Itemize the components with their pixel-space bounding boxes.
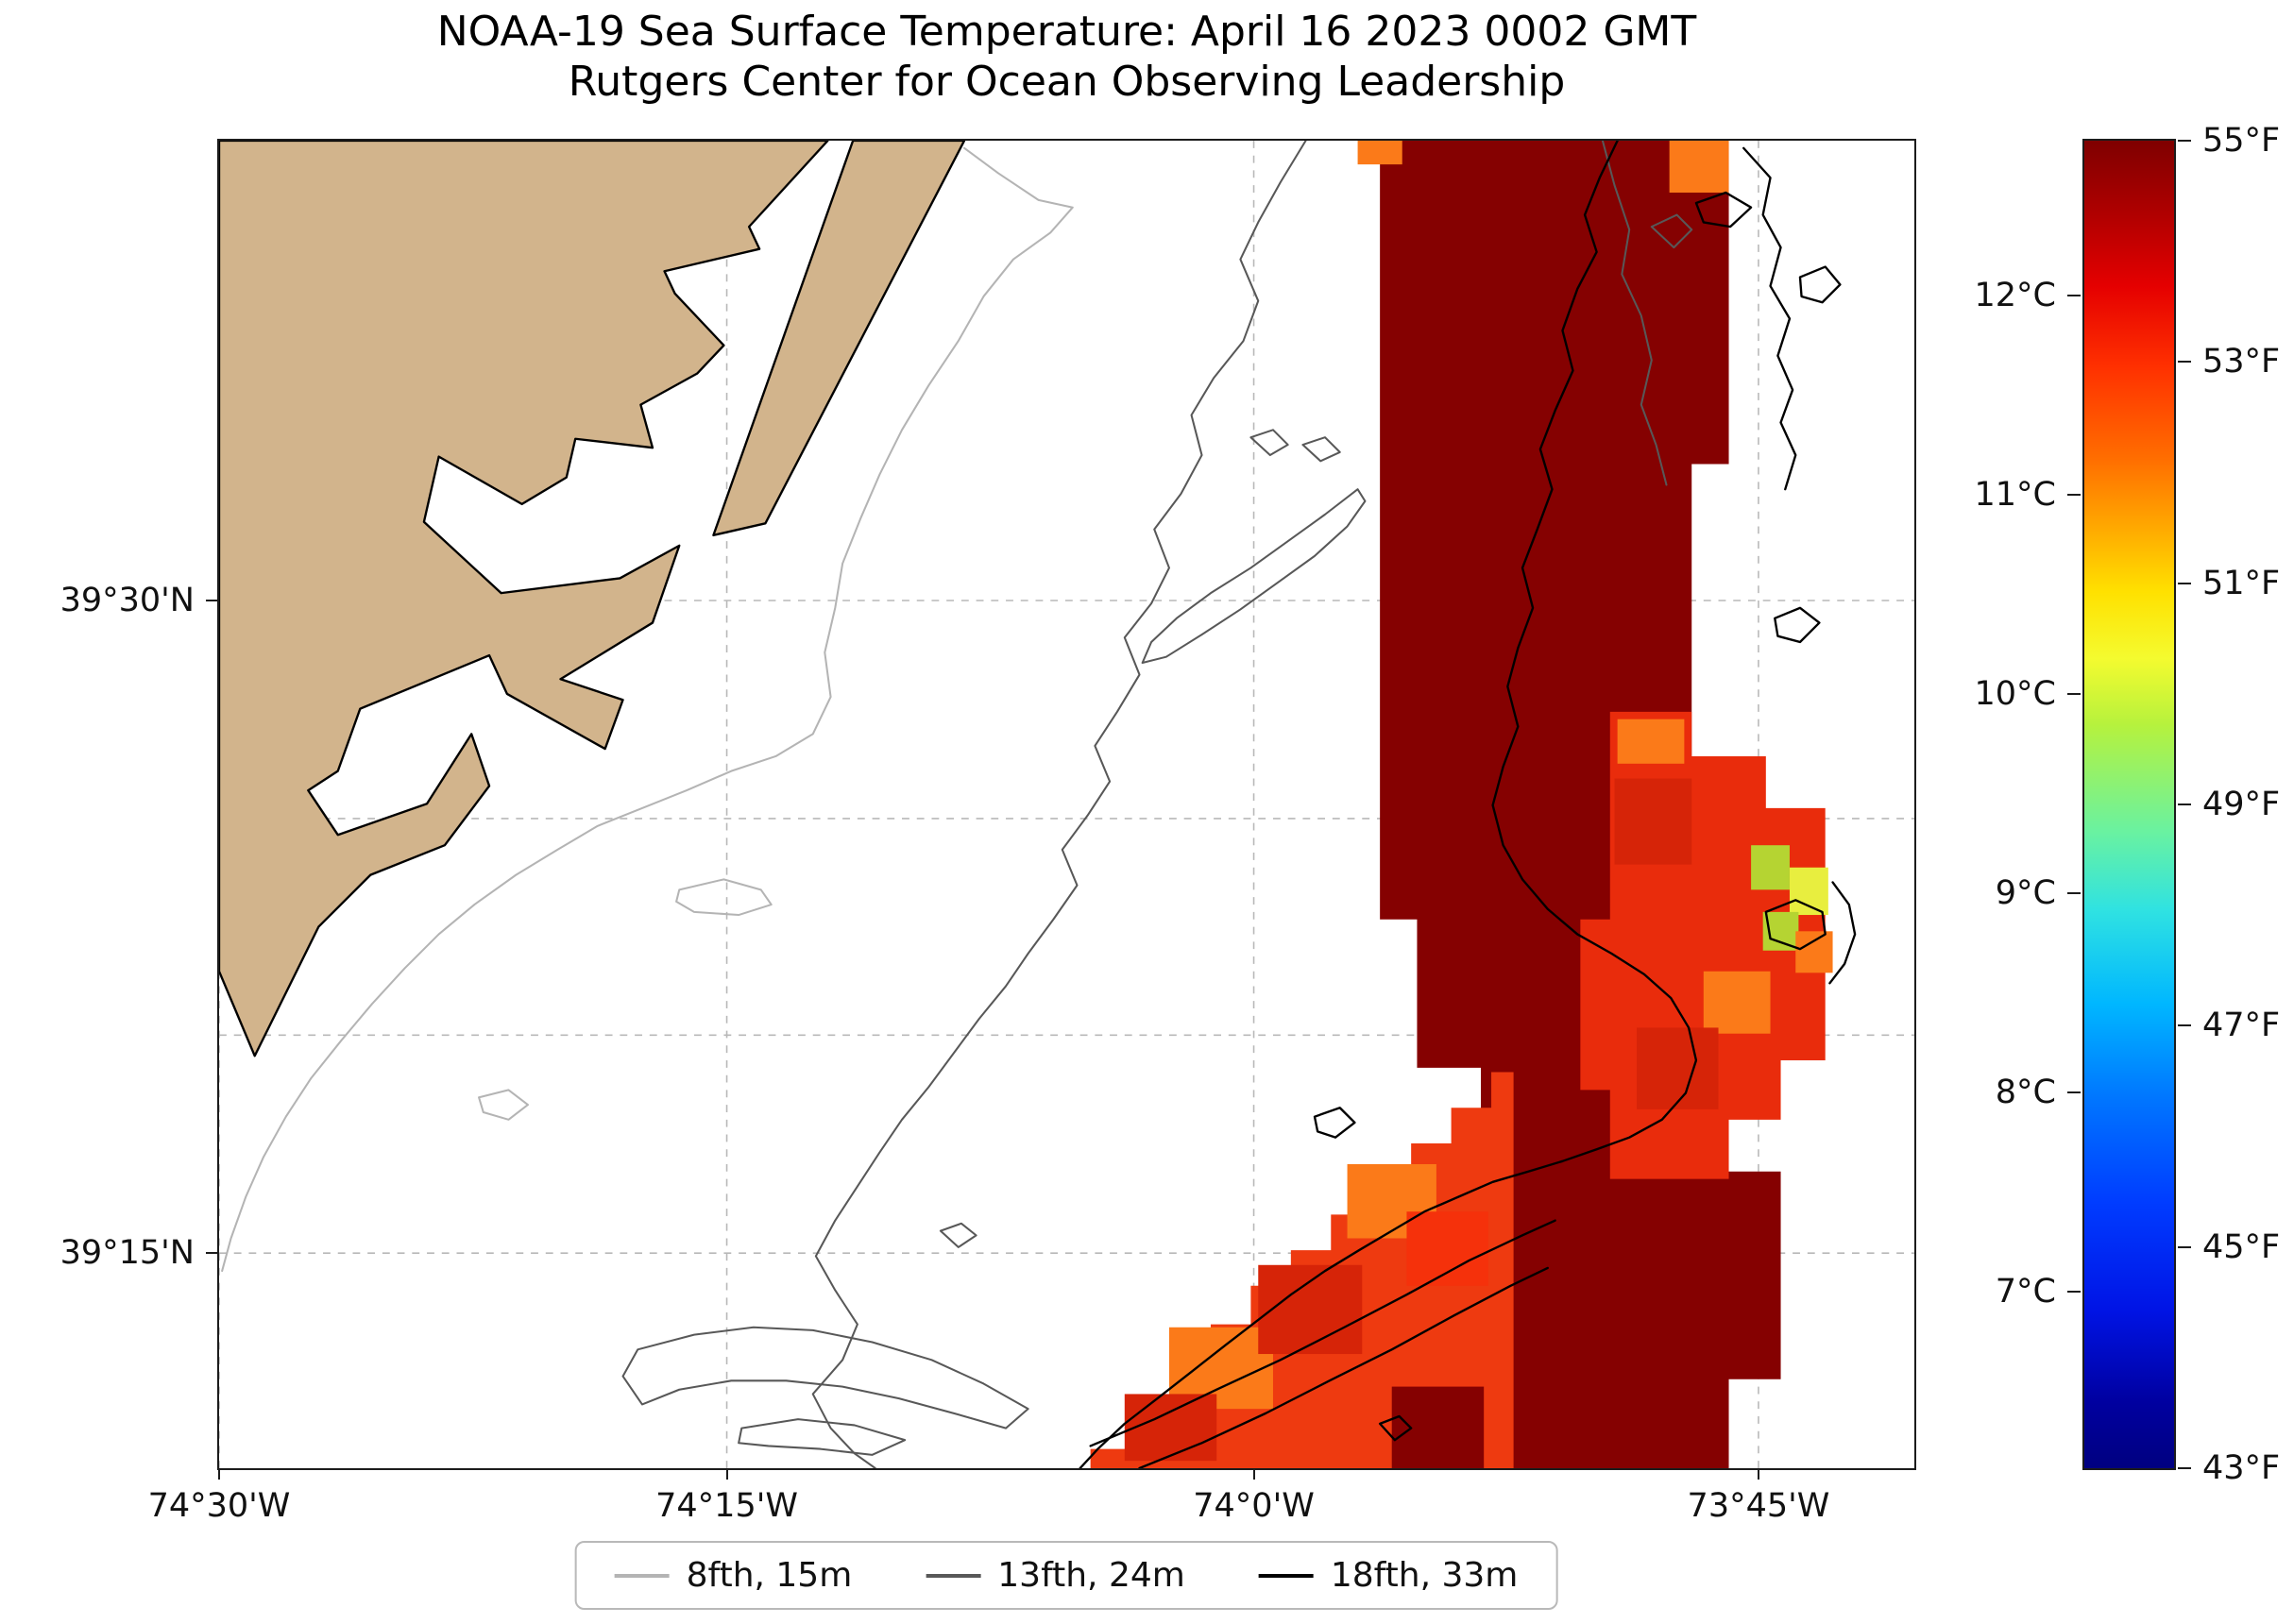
legend: 8fth, 15m 13fth, 24m 18fth, 33m bbox=[574, 1541, 1558, 1610]
legend-line-swatch bbox=[926, 1573, 981, 1578]
legend-item-label: 13fth, 24m bbox=[997, 1556, 1185, 1595]
colorbar-f-tick-label: 51°F bbox=[2202, 564, 2281, 602]
colorbar-c-tick-mark bbox=[2067, 493, 2081, 496]
colorbar-f-tick-mark bbox=[2178, 140, 2191, 142]
x-tick-mark bbox=[1252, 1468, 1255, 1480]
y-tick-label: 39°15'N bbox=[59, 1234, 195, 1273]
legend-item: 8fth, 15m bbox=[614, 1556, 853, 1595]
colorbar-c-tick-mark bbox=[2067, 1290, 2081, 1293]
figure-title: NOAA-19 Sea Surface Temperature: April 1… bbox=[219, 8, 1914, 108]
x-tick-label: 74°0'W bbox=[1193, 1487, 1315, 1525]
colorbar-f-tick-label: 55°F bbox=[2202, 122, 2281, 160]
y-tick-mark bbox=[206, 1252, 217, 1255]
colorbar-c-tick-mark bbox=[2067, 295, 2081, 297]
colorbar-c-tick-label: 10°C bbox=[1974, 674, 2056, 713]
colorbar-f-tick-mark bbox=[2178, 1467, 2191, 1469]
contour-lines bbox=[221, 141, 1857, 1468]
legend-line-swatch bbox=[1258, 1573, 1314, 1578]
colorbar-f-tick-label: 49°F bbox=[2202, 786, 2281, 823]
colorbar-c-tick-label: 12°C bbox=[1974, 277, 2056, 315]
colorbar-f-tick-mark bbox=[2178, 804, 2191, 805]
colorbar-f-tick-label: 47°F bbox=[2202, 1007, 2281, 1045]
colorbar-f-tick-mark bbox=[2178, 361, 2191, 364]
title-line-2: Rutgers Center for Ocean Observing Leade… bbox=[568, 57, 1566, 106]
legend-line-swatch bbox=[614, 1573, 670, 1578]
x-tick-mark bbox=[1757, 1468, 1759, 1480]
colorbar-c-tick-mark bbox=[2067, 1091, 2081, 1093]
x-tick-label: 74°30'W bbox=[147, 1487, 291, 1525]
title-line-1: NOAA-19 Sea Surface Temperature: April 1… bbox=[436, 8, 1697, 56]
legend-item: 13fth, 24m bbox=[926, 1556, 1185, 1595]
colorbar-f-tick-mark bbox=[2178, 1245, 2191, 1248]
colorbar bbox=[2082, 139, 2176, 1470]
x-tick-mark bbox=[218, 1468, 220, 1480]
colorbar-c-tick-label: 8°C bbox=[1995, 1073, 2056, 1111]
land-layer bbox=[219, 141, 966, 1057]
map-svg bbox=[219, 141, 1914, 1468]
x-tick-label: 74°15'W bbox=[655, 1487, 798, 1525]
colorbar-f-tick-mark bbox=[2178, 1024, 2191, 1027]
y-tick-label: 39°30'N bbox=[59, 581, 195, 619]
x-tick-label: 73°45'W bbox=[1687, 1487, 1830, 1525]
colorbar-c-tick-label: 9°C bbox=[1995, 873, 2056, 912]
colorbar-f-tick-label: 45°F bbox=[2202, 1227, 2281, 1266]
colorbar-c-tick-mark bbox=[2067, 891, 2081, 894]
colorbar-f-tick-mark bbox=[2178, 582, 2191, 584]
colorbar-c-tick-mark bbox=[2067, 692, 2081, 695]
colorbar-c-tick-label: 11°C bbox=[1974, 475, 2056, 514]
x-tick-mark bbox=[725, 1468, 728, 1480]
colorbar-f-tick-label: 53°F bbox=[2202, 343, 2281, 381]
colorbar-f-tick-label: 43°F bbox=[2202, 1449, 2281, 1487]
map-plot bbox=[217, 139, 1916, 1470]
sst-patches bbox=[1090, 141, 1833, 1468]
legend-item: 18fth, 33m bbox=[1258, 1556, 1519, 1595]
legend-item-label: 18fth, 33m bbox=[1330, 1556, 1519, 1595]
colorbar-c-tick-label: 7°C bbox=[1995, 1272, 2056, 1311]
y-tick-mark bbox=[206, 599, 217, 601]
legend-item-label: 8fth, 15m bbox=[686, 1556, 853, 1595]
